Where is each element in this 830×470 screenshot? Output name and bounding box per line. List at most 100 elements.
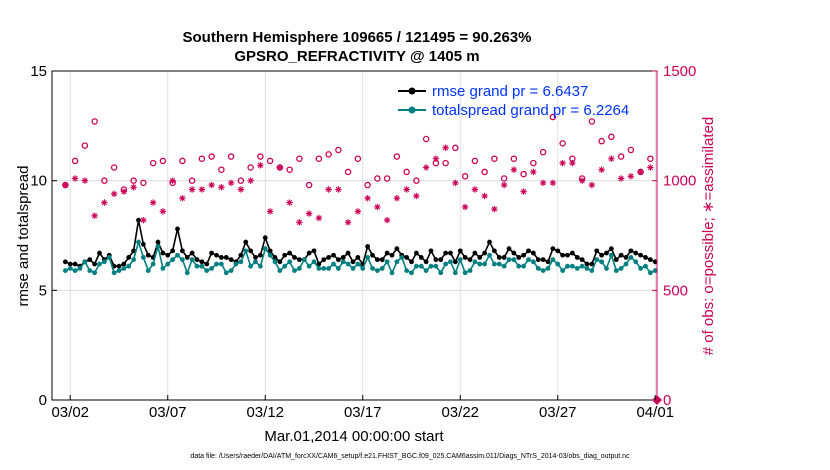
- totalspread-point: [599, 259, 605, 265]
- asterisk-stroke: [238, 186, 244, 193]
- totalspread-point: [535, 266, 541, 271]
- possible-obs-marker: [588, 118, 596, 125]
- totalspread-point: [126, 263, 132, 269]
- totalspread-point: [150, 261, 156, 267]
- possible-obs-marker: [422, 135, 430, 143]
- rmse-point: [267, 248, 273, 254]
- possible-obs-marker: [539, 148, 547, 156]
- rmse-point: [379, 257, 385, 263]
- assimilated-obs-marker: [159, 208, 167, 215]
- assimilated-obs-marker: [335, 186, 342, 193]
- assimilated-obs-marker: [578, 177, 586, 184]
- x-tick-label: 04/01: [636, 404, 674, 421]
- rmse-point: [214, 252, 219, 258]
- totalspread-point: [594, 257, 600, 263]
- assimilated-obs-marker: [461, 203, 469, 211]
- assimilated-obs-marker: [471, 186, 479, 193]
- possible-obs-marker: [237, 177, 245, 184]
- asterisk-stroke: [111, 191, 117, 197]
- totalspread-point: [506, 257, 512, 263]
- totalspread-point: [82, 259, 88, 265]
- rmse-point: [647, 257, 653, 263]
- left-tick-label: 15: [30, 63, 47, 80]
- possible-obs-marker: [413, 177, 420, 184]
- possible-obs-marker: [383, 175, 391, 182]
- rmse-point: [569, 250, 575, 256]
- totalspread-point: [374, 268, 380, 273]
- asterisk-stroke: [150, 199, 156, 206]
- asterisk-stroke: [462, 204, 468, 210]
- possible-obs-marker: [218, 166, 225, 173]
- totalspread-point: [257, 263, 263, 269]
- asterisk-stroke: [296, 219, 303, 225]
- rmse-point: [516, 255, 522, 260]
- x-tick-label: 03/22: [441, 404, 479, 421]
- totalspread-point: [423, 268, 429, 273]
- totalspread-point: [175, 252, 180, 258]
- totalspread-point: [555, 261, 561, 267]
- asterisk-stroke: [364, 195, 371, 201]
- rmse-point: [623, 255, 629, 260]
- possible-obs-marker: [354, 155, 362, 162]
- totalspread-point: [72, 268, 78, 273]
- totalspread-point: [326, 266, 332, 271]
- plot-marks: [62, 113, 662, 405]
- totalspread-point: [608, 252, 614, 258]
- possible-obs-marker: [305, 181, 313, 189]
- possible-obs-marker: [617, 153, 625, 160]
- totalspread-point: [462, 270, 468, 276]
- x-axis: 03/02 03/07 03/12 03/17 03/22 03/27 04/01: [51, 395, 674, 421]
- legend-marker-0: [408, 87, 416, 95]
- asterisk-stroke: [72, 175, 78, 182]
- asterisk-stroke: [384, 217, 390, 223]
- asterisk-stroke: [501, 182, 507, 188]
- possible-obs-marker: [461, 173, 469, 180]
- legend: rmse grand pr = 6.6437 totalspread grand …: [398, 83, 629, 119]
- x-tick-label: 03/27: [539, 404, 577, 421]
- asterisk-stroke: [442, 145, 449, 151]
- rmse-point: [428, 248, 434, 254]
- rmse-point: [550, 246, 556, 252]
- assimilated-obs-marker: [71, 175, 79, 182]
- rmse-point: [418, 255, 424, 260]
- totalspread-point: [355, 261, 361, 267]
- totalspread-point: [111, 270, 117, 276]
- asterisk-stroke: [277, 164, 283, 171]
- totalspread-point: [565, 263, 570, 269]
- legend-marker-1: [408, 106, 416, 114]
- totalspread-point: [223, 270, 229, 276]
- totalspread-point: [579, 263, 585, 269]
- assimilated-obs-marker: [413, 192, 420, 200]
- assimilated-obs-marker: [539, 179, 547, 187]
- assimilated-obs-marker: [569, 159, 576, 167]
- possible-obs-marker: [608, 133, 615, 141]
- asterisk-stroke: [374, 204, 381, 210]
- totalspread-point: [623, 261, 629, 267]
- totalspread-point: [160, 266, 166, 271]
- rmse-point: [326, 255, 332, 260]
- asterisk-stroke: [637, 169, 644, 175]
- possible-obs-marker: [227, 153, 235, 160]
- asterisk-stroke: [335, 186, 342, 193]
- totalspread-point: [409, 270, 414, 276]
- totalspread-point: [316, 266, 322, 271]
- totalspread-point: [218, 261, 224, 267]
- chart-title-line1: Southern Hemisphere 109665 / 121495 = 90…: [183, 29, 532, 46]
- totalspread-point: [452, 270, 458, 276]
- rmse-point: [223, 255, 229, 260]
- rmse-point: [535, 257, 541, 263]
- rmse-point: [370, 252, 375, 258]
- assimilated-obs-marker: [393, 195, 401, 202]
- asterisk-stroke: [540, 180, 546, 186]
- assimilated-obs-marker: [374, 203, 381, 211]
- right-axis: 0 500 1000 1500: [652, 63, 696, 409]
- rmse-point: [126, 255, 132, 260]
- rmse-point: [404, 255, 410, 260]
- possible-obs-marker: [335, 146, 342, 154]
- assimilated-obs-marker: [247, 177, 254, 184]
- totalspread-point: [184, 270, 190, 276]
- asterisk-stroke: [481, 193, 488, 199]
- rmse-point: [155, 239, 161, 245]
- right-tick-label: 1500: [663, 63, 696, 80]
- rmse-point: [496, 255, 502, 260]
